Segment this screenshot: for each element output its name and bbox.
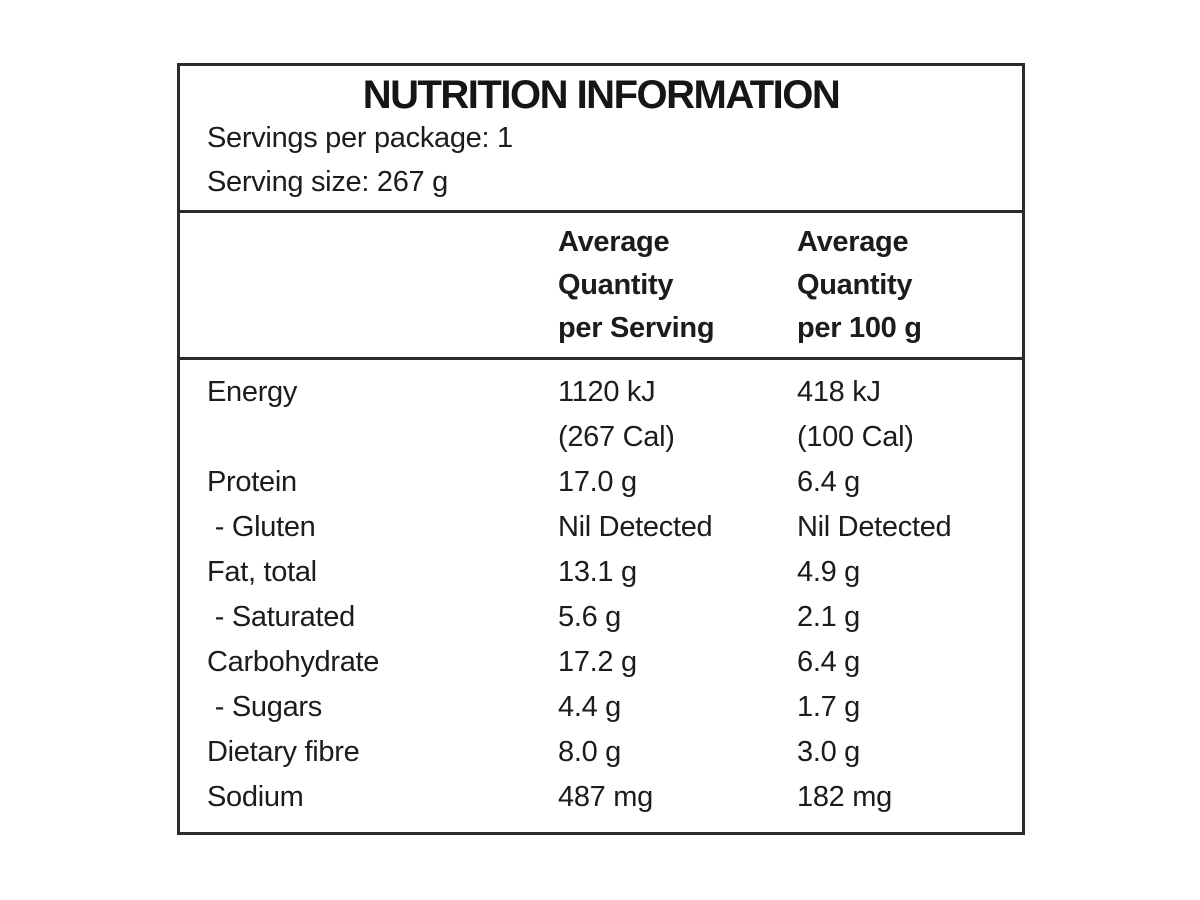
per-serving-value: Nil Detected	[558, 511, 713, 543]
per-100g-value: 6.4 g	[797, 466, 860, 498]
column-header-per-serving: Average Quantity per Serving	[558, 226, 715, 344]
per-serving-value: 8.0 g	[558, 736, 621, 768]
servings-per-package-line: Servings per package: 1	[207, 122, 513, 154]
nutrient-table-body: Energy 1120 kJ 418 kJ (267 Cal) (100 Cal…	[180, 360, 1022, 820]
column-header-row: Average Quantity per Serving Average Qua…	[180, 213, 1022, 360]
per-100g-value: 182 mg	[797, 781, 892, 813]
nutrient-label: Dietary fibre	[207, 736, 360, 768]
column-header-nutrient	[207, 221, 558, 357]
nutrition-panel: NUTRITION INFORMATION Servings per packa…	[177, 63, 1025, 835]
per-serving-value: 4.4 g	[558, 691, 621, 723]
per-serving-value: 17.2 g	[558, 646, 637, 678]
per-100g-value: (100 Cal)	[797, 421, 914, 453]
nutrient-row-fat-total: Fat, total 13.1 g 4.9 g	[180, 550, 1022, 595]
panel-header: NUTRITION INFORMATION Servings per packa…	[180, 66, 1022, 213]
nutrient-label: - Saturated	[207, 601, 355, 633]
per-100g-value: 6.4 g	[797, 646, 860, 678]
nutrient-row-carbohydrate: Carbohydrate 17.2 g 6.4 g	[180, 640, 1022, 685]
per-serving-value: (267 Cal)	[558, 421, 675, 453]
nutrient-label: Energy	[207, 376, 298, 408]
per-serving-value: 487 mg	[558, 781, 653, 813]
per-serving-value: 1120 kJ	[558, 376, 656, 408]
nutrient-row-energy: Energy 1120 kJ 418 kJ	[180, 370, 1022, 415]
nutrient-row-sodium: Sodium 487 mg 182 mg	[180, 775, 1022, 820]
nutrient-row-sugars: - Sugars 4.4 g 1.7 g	[180, 685, 1022, 730]
per-serving-value: 17.0 g	[558, 466, 637, 498]
serving-size-line: Serving size: 267 g	[207, 166, 448, 198]
per-100g-value: 2.1 g	[797, 601, 860, 633]
nutrient-label: - Sugars	[207, 691, 323, 723]
column-header-per-100g: Average Quantity per 100 g	[797, 226, 922, 344]
per-100g-value: 4.9 g	[797, 556, 860, 588]
nutrient-label: - Gluten	[207, 511, 316, 543]
nutrient-row-gluten: - Gluten Nil Detected Nil Detected	[180, 505, 1022, 550]
nutrient-label	[207, 415, 558, 460]
nutrient-row-protein: Protein 17.0 g 6.4 g	[180, 460, 1022, 505]
nutrient-label: Protein	[207, 466, 297, 498]
per-100g-value: 3.0 g	[797, 736, 860, 768]
panel-title: NUTRITION INFORMATION	[362, 73, 841, 117]
nutrient-row-dietary-fibre: Dietary fibre 8.0 g 3.0 g	[180, 730, 1022, 775]
per-serving-value: 13.1 g	[558, 556, 637, 588]
nutrient-label: Carbohydrate	[207, 646, 380, 678]
nutrient-label: Fat, total	[207, 556, 317, 588]
per-100g-value: Nil Detected	[797, 511, 952, 543]
per-100g-value: 1.7 g	[797, 691, 860, 723]
per-100g-value: 418 kJ	[797, 376, 881, 408]
nutrient-row-energy-cal: (267 Cal) (100 Cal)	[180, 415, 1022, 460]
nutrient-label: Sodium	[207, 781, 304, 813]
per-serving-value: 5.6 g	[558, 601, 621, 633]
nutrient-row-saturated: - Saturated 5.6 g 2.1 g	[180, 595, 1022, 640]
